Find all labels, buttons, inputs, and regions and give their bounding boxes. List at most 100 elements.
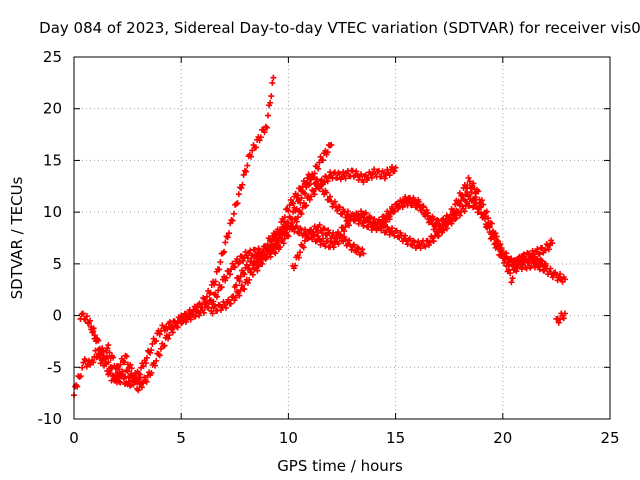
data-point bbox=[450, 208, 457, 215]
data-point bbox=[391, 232, 398, 239]
data-point bbox=[324, 178, 331, 185]
data-point bbox=[257, 134, 264, 141]
data-point bbox=[514, 261, 521, 268]
data-point bbox=[142, 359, 149, 366]
series-track-2 bbox=[77, 74, 277, 389]
data-point bbox=[534, 246, 541, 253]
data-point bbox=[561, 276, 568, 283]
data-point bbox=[386, 213, 393, 220]
data-point bbox=[294, 214, 301, 221]
data-point bbox=[236, 259, 243, 266]
data-point bbox=[371, 166, 378, 173]
data-point bbox=[391, 208, 398, 215]
data-point bbox=[243, 261, 250, 268]
data-point bbox=[328, 141, 335, 148]
data-point bbox=[316, 185, 323, 192]
data-point bbox=[236, 292, 243, 299]
data-point bbox=[262, 254, 269, 261]
data-point bbox=[337, 231, 344, 238]
data-point bbox=[349, 211, 356, 218]
data-point bbox=[389, 203, 396, 210]
data-point bbox=[456, 212, 463, 219]
data-point bbox=[478, 197, 485, 204]
data-point bbox=[549, 274, 556, 281]
data-point bbox=[108, 364, 115, 371]
data-point bbox=[252, 246, 259, 253]
data-point bbox=[200, 309, 207, 316]
data-point bbox=[313, 176, 320, 183]
data-point bbox=[281, 235, 288, 242]
data-point bbox=[243, 168, 250, 175]
data-point bbox=[235, 191, 242, 198]
data-point bbox=[305, 171, 312, 178]
data-point bbox=[358, 208, 365, 215]
data-point bbox=[557, 271, 564, 278]
y-tick-label: 10 bbox=[43, 203, 62, 221]
y-tick-label: 20 bbox=[43, 100, 62, 118]
y-tick-label: -5 bbox=[47, 358, 62, 376]
data-point bbox=[227, 300, 234, 307]
data-point bbox=[305, 234, 312, 241]
data-point bbox=[539, 258, 546, 265]
data-point bbox=[79, 364, 86, 371]
data-point bbox=[136, 371, 143, 378]
data-point bbox=[367, 214, 374, 221]
data-point bbox=[288, 220, 295, 227]
data-point bbox=[121, 359, 128, 366]
data-point bbox=[353, 249, 360, 256]
data-point bbox=[557, 316, 564, 323]
data-point bbox=[391, 168, 398, 175]
data-point bbox=[249, 271, 256, 278]
data-point bbox=[440, 226, 447, 233]
data-point bbox=[123, 367, 130, 374]
data-point bbox=[87, 317, 94, 324]
series-track-8 bbox=[371, 174, 549, 286]
data-point bbox=[424, 210, 431, 217]
data-point bbox=[82, 316, 89, 323]
chart-title: Day 084 of 2023, Sidereal Day-to-day VTE… bbox=[39, 19, 640, 37]
data-point bbox=[209, 310, 216, 317]
data-point bbox=[341, 228, 348, 235]
data-point bbox=[435, 232, 442, 239]
data-point bbox=[229, 217, 236, 224]
data-point bbox=[319, 235, 326, 242]
data-point bbox=[191, 303, 198, 310]
data-point bbox=[406, 235, 413, 242]
data-point bbox=[381, 217, 388, 224]
data-point bbox=[261, 129, 268, 136]
data-point bbox=[273, 231, 280, 238]
data-point bbox=[480, 201, 487, 208]
data-point bbox=[340, 168, 347, 175]
data-point bbox=[156, 352, 163, 359]
data-point bbox=[509, 275, 516, 282]
data-point bbox=[547, 265, 554, 272]
data-point bbox=[485, 215, 492, 222]
data-point bbox=[334, 174, 341, 181]
data-point bbox=[508, 279, 515, 286]
data-point bbox=[299, 183, 306, 190]
data-point bbox=[74, 383, 81, 390]
data-point bbox=[453, 215, 460, 222]
data-point bbox=[238, 185, 245, 192]
data-point bbox=[392, 164, 399, 171]
data-point bbox=[427, 239, 434, 246]
data-point bbox=[83, 313, 90, 320]
data-point bbox=[300, 244, 307, 251]
data-point bbox=[277, 244, 284, 251]
data-point bbox=[270, 74, 277, 81]
x-tick-label: 25 bbox=[600, 429, 619, 447]
data-point bbox=[92, 347, 99, 354]
data-point bbox=[498, 247, 505, 254]
data-point bbox=[151, 362, 158, 369]
data-point bbox=[371, 215, 378, 222]
data-point bbox=[196, 312, 203, 319]
data-point bbox=[327, 193, 334, 200]
data-point bbox=[348, 246, 355, 253]
data-point bbox=[203, 300, 210, 307]
data-point bbox=[104, 353, 111, 360]
data-point bbox=[241, 286, 248, 293]
data-point bbox=[116, 366, 123, 373]
data-point bbox=[502, 254, 509, 261]
data-point bbox=[90, 325, 97, 332]
